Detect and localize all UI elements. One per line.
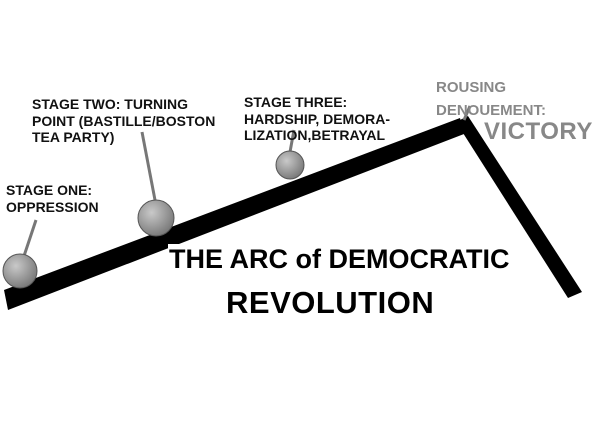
stage-two-label: STAGE TWO: TURNING POINT (BASTILLE/BOSTO… (32, 96, 215, 146)
stage-one-label: STAGE ONE: OPPRESSION (6, 182, 99, 215)
diagram-title-line-2: REVOLUTION (226, 285, 435, 320)
stage-three-marker (275, 150, 305, 180)
stage-one-marker (2, 253, 38, 289)
stage-three-label: STAGE THREE: HARDSHIP, DEMORA- LIZATION,… (244, 94, 390, 144)
falling-arc-line (456, 116, 582, 298)
denouement-label: ROUSING DENOUEMENT: (436, 76, 546, 123)
stage-three-line-2: HARDSHIP, DEMORA- (244, 110, 390, 127)
stage-three-pointer (288, 129, 296, 153)
stage-two-marker (137, 199, 175, 237)
stage-one-line-2: OPPRESSION (6, 198, 99, 215)
stage-two-line-3: TEA PARTY) (32, 129, 115, 146)
rising-arc-line (4, 118, 464, 310)
stage-two-line-1: STAGE TWO: TURNING (32, 96, 189, 112)
victory-label: VICTORY (484, 118, 593, 145)
stage-three-line-1: STAGE THREE: (244, 94, 348, 110)
stage-one-line-1: STAGE ONE: (6, 182, 93, 198)
stage-two-line-2: POINT (BASTILLE/BOSTON (32, 112, 216, 129)
stage-three-line-3: LIZATION,BETRAYAL (244, 127, 386, 144)
stage-two-pointer (140, 131, 157, 201)
denouement-line-1: ROUSING (436, 79, 507, 96)
denouement-pointer (462, 105, 472, 121)
diagram-title-line-1: THE ARC of DEMOCRATIC (168, 244, 511, 276)
denouement-line-2: DENOUEMENT: (436, 102, 547, 120)
